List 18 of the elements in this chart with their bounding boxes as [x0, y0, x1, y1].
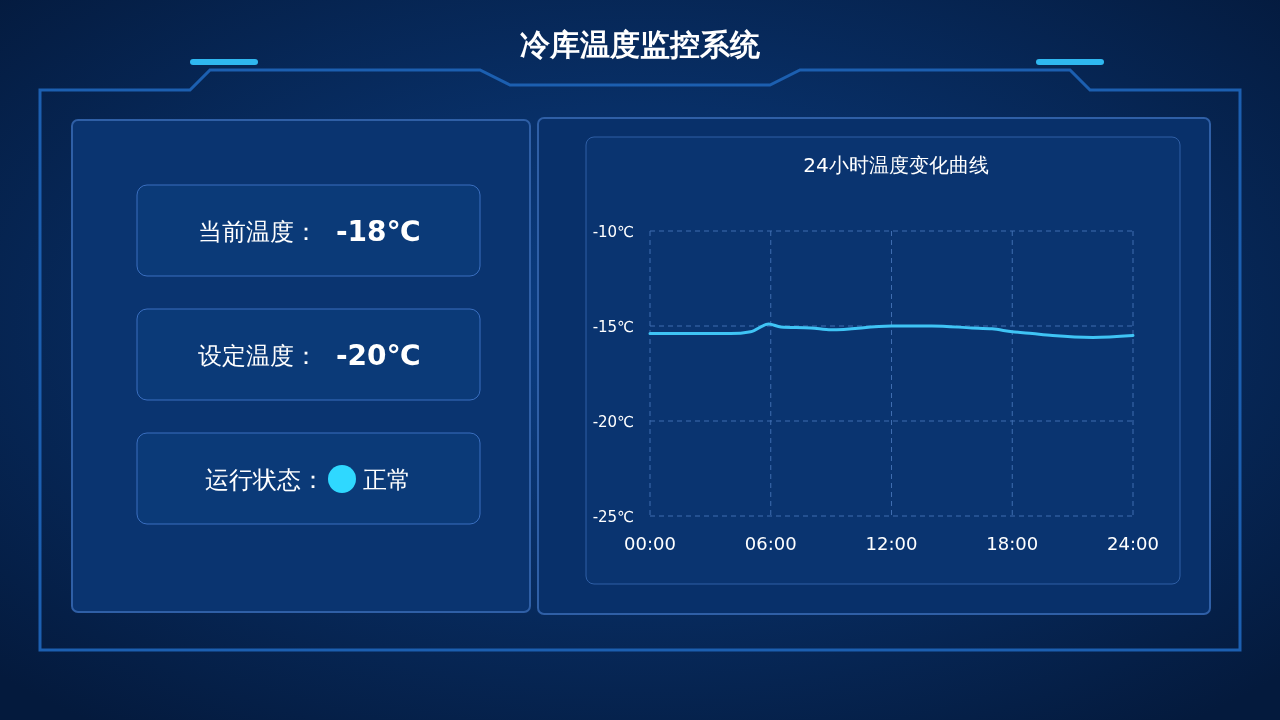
x-tick-label: 06:00	[744, 533, 797, 554]
text: 正常	[363, 466, 411, 494]
x-tick-label: 24:00	[1107, 533, 1159, 554]
y-tick-label: -15℃	[592, 318, 634, 336]
text: 设定温度：	[198, 342, 318, 370]
x-tick-label: 18:00	[986, 533, 1039, 554]
text: 冷库温度监控系统	[520, 27, 761, 62]
text: -18℃	[336, 215, 421, 248]
y-tick-label: -20℃	[592, 413, 634, 431]
text: -20℃	[336, 339, 421, 372]
text: 当前温度：	[198, 218, 318, 246]
text: 运行状态：	[205, 466, 325, 494]
y-tick-label: -25℃	[592, 508, 634, 526]
chart-title: 24小时温度变化曲线	[803, 153, 989, 177]
line-series	[648, 322, 1135, 339]
x-tick-label: 12:00	[865, 533, 918, 554]
x-tick-label: 00:00	[624, 533, 676, 554]
y-tick-label: -10℃	[592, 223, 634, 241]
